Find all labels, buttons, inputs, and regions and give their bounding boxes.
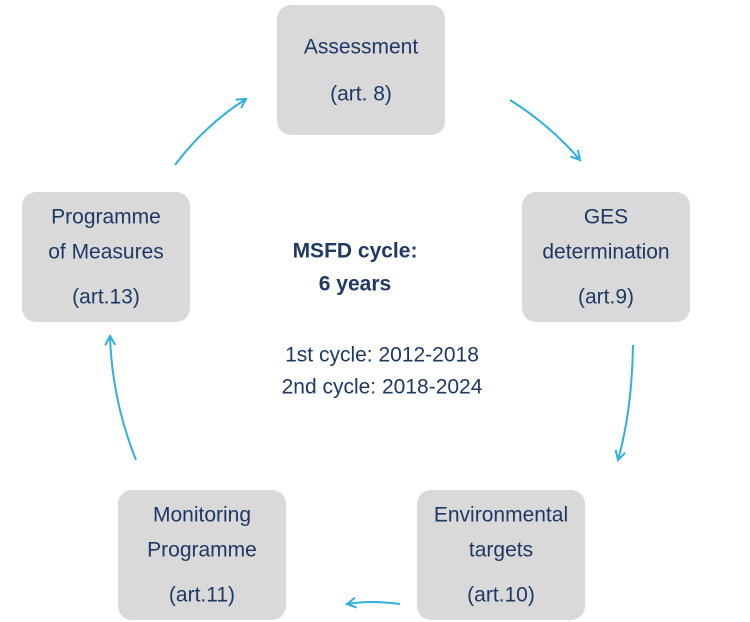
node: Environmental targets (art.10)	[417, 490, 585, 620]
node-box	[22, 192, 190, 322]
node: Programme of Measures (art.13)	[22, 192, 190, 322]
node-box	[522, 192, 690, 322]
node-label: of Measures	[48, 241, 164, 264]
arrow	[509, 99, 580, 160]
node-ref: (art.9)	[578, 286, 634, 309]
node-ref: (art.13)	[72, 286, 140, 309]
node-box	[118, 490, 286, 620]
node-label: Programme	[51, 206, 161, 229]
node-ref: (art. 8)	[330, 83, 392, 106]
node-label: targets	[469, 539, 533, 562]
node-box	[277, 5, 445, 135]
node: Monitoring Programme (art.11)	[118, 490, 286, 620]
node-label: Assessment	[304, 36, 419, 59]
node-ref: (art.10)	[467, 584, 535, 607]
node-label: Monitoring	[153, 504, 251, 527]
center-title: 6 years	[319, 273, 391, 296]
arrow	[347, 602, 401, 604]
center-title: MSFD cycle:	[293, 240, 418, 263]
node: GES determination (art.9)	[522, 192, 690, 322]
arrow	[110, 336, 137, 461]
node-label: GES	[584, 206, 628, 229]
node: Assessment (art. 8)	[277, 5, 445, 135]
arrow	[618, 344, 634, 460]
node-box	[417, 490, 585, 620]
node-ref: (art.11)	[169, 584, 235, 607]
cycle-period: 2nd cycle: 2018-2024	[282, 376, 483, 399]
node-label: determination	[542, 241, 669, 264]
cycle-period: 1st cycle: 2012-2018	[285, 344, 479, 367]
node-label: Programme	[147, 539, 257, 562]
node-label: Environmental	[434, 504, 568, 527]
arrow	[174, 99, 246, 166]
